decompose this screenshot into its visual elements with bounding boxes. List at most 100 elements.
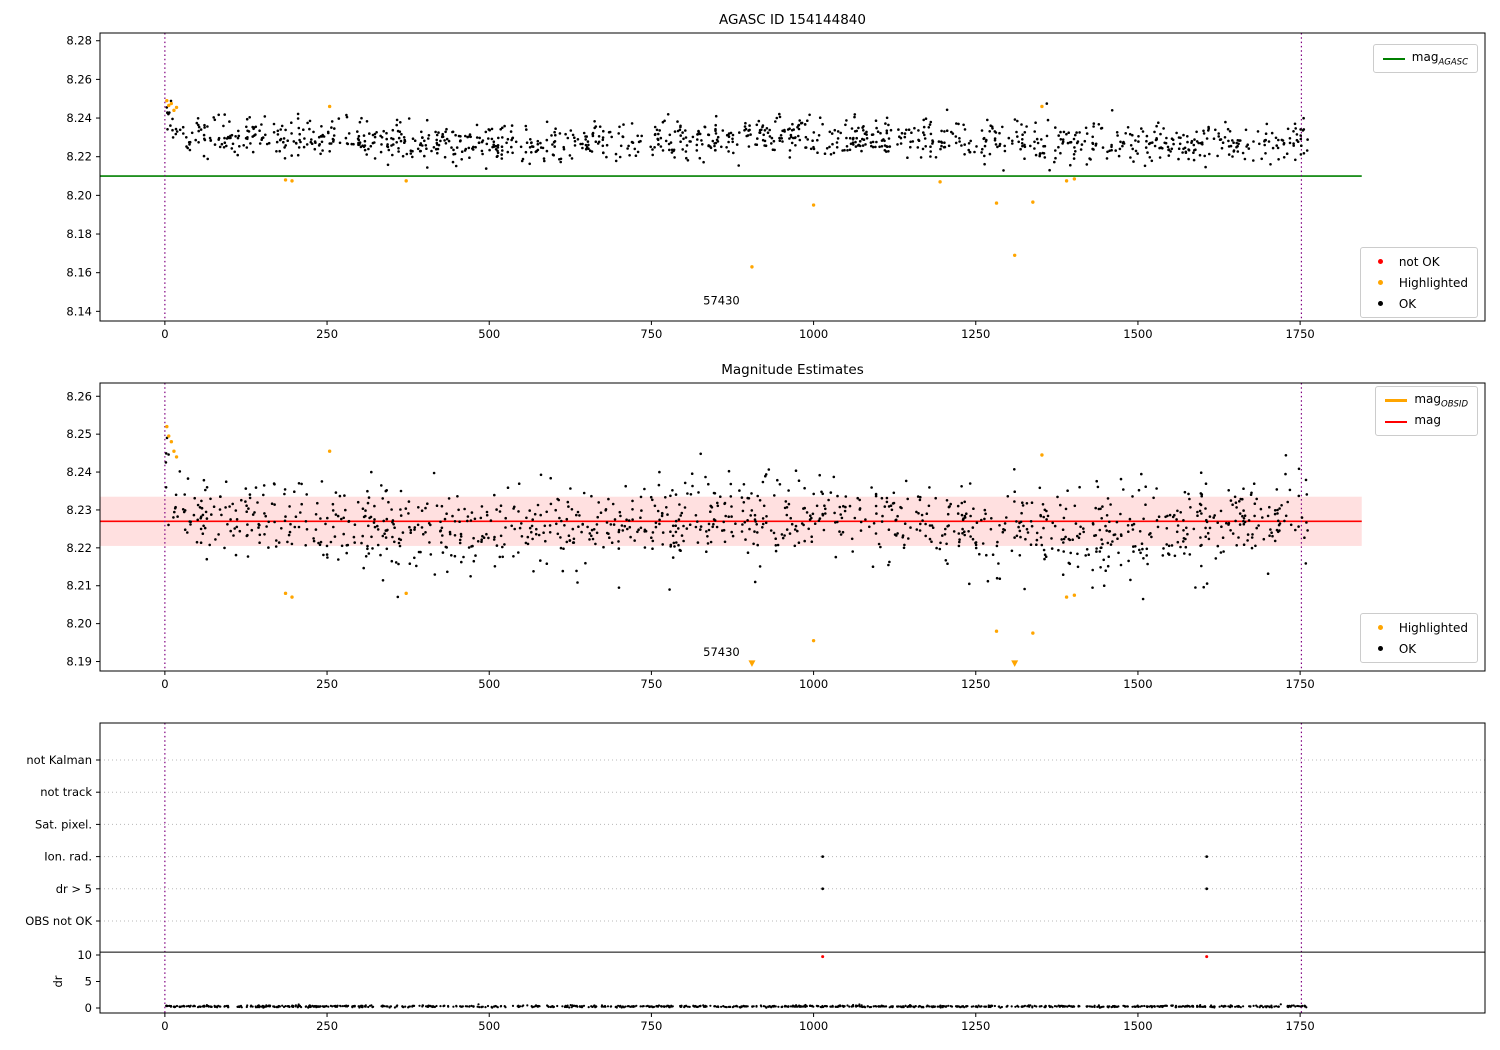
legend-label-main: mag: [1411, 50, 1439, 65]
y-tick-label: 8.26: [66, 72, 92, 86]
ok-marker-icon: [1370, 301, 1392, 306]
y-tick-label: 8.14: [66, 304, 92, 318]
y-tick-label: 8.26: [66, 389, 92, 403]
chart2-points-legend: Highlighted OK: [1359, 613, 1478, 663]
chart1-plot: 57430 8.28 8.26 8.24 8.22 8.20 8.18 8.16 8.14 0 25…: [66, 32, 1486, 341]
highlighted-points: [165, 98, 1077, 269]
plot-frame: [99, 382, 1486, 672]
flag-points: [821, 855, 1209, 891]
chart1-title: AGASC ID 154144840: [719, 12, 866, 28]
y-tick-label: 8.18: [66, 227, 92, 241]
legend-label: magOBSID: [1414, 392, 1468, 409]
legend-label: OK: [1398, 296, 1417, 311]
y-tick-label: 8.21: [66, 579, 92, 593]
chart2-title: Magnitude Estimates: [721, 362, 864, 378]
x-tick-label: 750: [640, 677, 662, 691]
legend-item-mag: mag: [1385, 412, 1468, 431]
legend-item-not-ok: not OK: [1370, 252, 1468, 271]
legend-item-highlighted: Highlighted: [1370, 618, 1468, 637]
flag-row-label: Sat. pixel.: [35, 817, 92, 831]
x-tick-label: 1500: [1123, 327, 1152, 341]
dr-points: [165, 1003, 1308, 1009]
x-tick-label: 1750: [1285, 327, 1314, 341]
x-tick-label: 1500: [1123, 1019, 1152, 1033]
x-tick-label: 1750: [1285, 1019, 1314, 1033]
flag-row-label: not Kalman: [26, 753, 92, 767]
legend-label: mag: [1414, 413, 1441, 430]
y-tick-label: 8.24: [66, 111, 92, 125]
y-tick-label: 8.25: [66, 427, 92, 441]
chart3-plot: not Kalman not track Sat. pixel. Ion. rad. d…: [25, 722, 1486, 1033]
x-tick-label: 750: [640, 1019, 662, 1033]
dr-tick-label: 10: [77, 948, 92, 962]
x-tick-label: 0: [161, 327, 168, 341]
legend-label-main: mag: [1414, 392, 1442, 407]
x-tick-label: 250: [316, 677, 338, 691]
chart1-points-legend: not OK Highlighted OK: [1359, 247, 1478, 318]
y-tick-label: 8.23: [66, 503, 92, 517]
mag-agasc-line-swatch: [1382, 57, 1405, 60]
y-tick-label: 8.22: [66, 150, 92, 164]
chart2-plot: 57430 8.26 8.25 8.24 8.23 8.22 8.21 8.20 8.19 0 25…: [66, 382, 1486, 691]
chart2-line-legend: magOBSID mag: [1375, 386, 1478, 436]
x-tick-label: 1000: [799, 1019, 828, 1033]
highlighted-marker-icon: [1370, 625, 1392, 630]
plot-frame: [99, 32, 1486, 322]
y-tick-label: 8.16: [66, 266, 92, 280]
legend-label: Highlighted: [1398, 620, 1468, 635]
y-tick-label: 8.24: [66, 465, 92, 479]
x-tick-label: 500: [478, 677, 500, 691]
legend-label: magAGASC: [1412, 50, 1468, 67]
x-tick-label: 500: [478, 1019, 500, 1033]
legend-label-main: mag: [1414, 413, 1442, 428]
x-tick-label: 1000: [799, 677, 828, 691]
ok-marker-icon: [1370, 646, 1392, 651]
dr-tick-label: 0: [85, 1001, 92, 1015]
ok-points: [164, 436, 1309, 601]
flag-row-label: dr > 5: [56, 882, 92, 896]
legend-label-sub: AGASC: [1438, 57, 1468, 68]
flag-row-label: not track: [40, 785, 92, 799]
y-tick-label: 8.28: [66, 34, 92, 48]
y-tick-label: 8.19: [66, 655, 92, 669]
not-ok-marker-icon: [1370, 259, 1392, 264]
legend-item-mag-agasc: magAGASC: [1382, 49, 1468, 68]
dr-axis-label: dr: [51, 975, 65, 987]
flag-row-label: Ion. rad.: [44, 850, 92, 864]
dr-tick-label: 5: [85, 975, 92, 989]
plot-frame: [99, 722, 1486, 1014]
mag-line-swatch: [1385, 420, 1408, 423]
legend-label: not OK: [1398, 254, 1440, 269]
highlighted-points: [165, 424, 1077, 667]
highlighted-marker-icon: [1370, 280, 1392, 285]
not-ok-dr-points: [821, 955, 1209, 959]
x-tick-label: 1750: [1285, 677, 1314, 691]
legend-item-ok: OK: [1370, 639, 1468, 658]
y-tick-label: 8.22: [66, 541, 92, 555]
x-tick-label: 1000: [799, 327, 828, 341]
obsid-annotation: 57430: [703, 645, 740, 659]
x-tick-label: 250: [316, 327, 338, 341]
y-tick-label: 8.20: [66, 188, 92, 202]
x-tick-label: 0: [161, 677, 168, 691]
x-tick-label: 250: [316, 1019, 338, 1033]
legend-label-sub: OBSID: [1441, 399, 1468, 410]
obsid-annotation: 57430: [703, 294, 740, 308]
x-tick-label: 1250: [961, 1019, 990, 1033]
y-tick-label: 8.20: [66, 617, 92, 631]
x-tick-label: 750: [640, 327, 662, 341]
x-tick-label: 1250: [961, 327, 990, 341]
legend-item-highlighted: Highlighted: [1370, 273, 1468, 292]
x-tick-label: 500: [478, 327, 500, 341]
x-tick-label: 1250: [961, 677, 990, 691]
legend-item-mag-obsid: magOBSID: [1385, 391, 1468, 410]
mag-obsid-line-swatch: [1385, 398, 1408, 403]
x-tick-label: 1500: [1123, 677, 1152, 691]
flag-row-label: OBS not OK: [25, 914, 92, 928]
legend-label: Highlighted: [1398, 275, 1468, 290]
x-tick-label: 0: [161, 1019, 168, 1033]
legend-label: OK: [1398, 641, 1417, 656]
ok-points: [165, 99, 1309, 172]
